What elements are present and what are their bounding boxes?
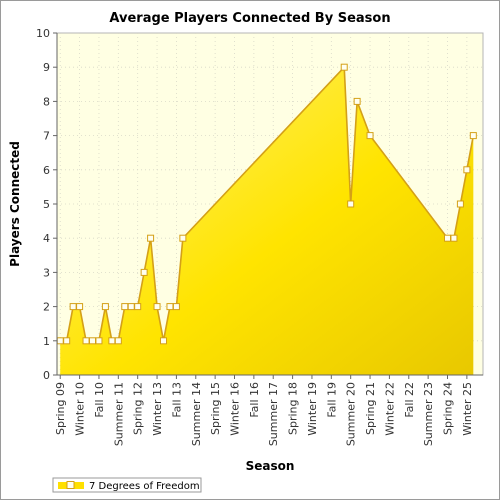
data-point bbox=[179, 234, 187, 242]
x-tick-label: Spring 15 bbox=[209, 382, 222, 435]
data-point bbox=[172, 303, 180, 311]
data-point bbox=[340, 63, 348, 71]
data-point bbox=[140, 268, 148, 276]
data-point bbox=[95, 337, 103, 345]
data-point bbox=[456, 200, 464, 208]
x-tick-label: Winter 10 bbox=[74, 382, 87, 436]
x-tick-label: Summer 11 bbox=[112, 382, 125, 446]
y-tick-label: 1 bbox=[43, 335, 50, 348]
x-tick-label: Spring 18 bbox=[287, 382, 300, 435]
y-tick-label: 5 bbox=[43, 198, 50, 211]
data-point bbox=[134, 303, 142, 311]
data-point bbox=[347, 200, 355, 208]
y-tick-label: 4 bbox=[43, 232, 50, 245]
legend-box bbox=[52, 477, 202, 493]
x-tick-label: Fall 16 bbox=[248, 382, 261, 418]
x-tick-label: Winter 25 bbox=[461, 382, 474, 436]
x-tick-label: Spring 12 bbox=[132, 382, 145, 435]
data-point bbox=[450, 234, 458, 242]
x-tick-label: Winter 13 bbox=[151, 382, 164, 436]
legend-marker bbox=[66, 481, 75, 489]
x-axis-ticks: Spring 09 Winter 10 Fall 10 Summer 11 Spring… bbox=[54, 375, 474, 446]
y-axis-label: Players Connected bbox=[8, 141, 22, 267]
y-tick-label: 0 bbox=[43, 369, 50, 382]
data-point bbox=[114, 337, 122, 345]
data-point bbox=[153, 303, 161, 311]
data-point bbox=[69, 303, 77, 311]
data-point bbox=[56, 337, 64, 345]
x-tick-label: Fall 13 bbox=[170, 382, 183, 418]
x-tick-label: Summer 20 bbox=[345, 382, 358, 446]
data-point bbox=[444, 234, 451, 242]
y-axis-ticks: 0 1 2 3 4 5 6 7 8 9 10 bbox=[36, 27, 57, 382]
chart-title: Average Players Connected By Season bbox=[109, 11, 390, 26]
data-point bbox=[463, 166, 471, 174]
x-tick-label: Spring 24 bbox=[442, 382, 455, 435]
data-point bbox=[89, 337, 96, 345]
y-tick-label: 6 bbox=[43, 164, 50, 177]
data-point bbox=[63, 337, 71, 345]
x-tick-label: Fall 22 bbox=[403, 382, 416, 418]
x-tick-label: Winter 22 bbox=[383, 382, 396, 436]
x-tick-label: Spring 21 bbox=[364, 382, 377, 435]
data-point bbox=[101, 303, 109, 311]
data-point bbox=[469, 132, 477, 140]
y-tick-label: 9 bbox=[43, 61, 50, 74]
y-tick-label: 10 bbox=[36, 27, 50, 40]
x-tick-label: Summer 17 bbox=[267, 382, 280, 446]
y-tick-label: 8 bbox=[43, 95, 50, 108]
x-tick-label: Winter 16 bbox=[229, 382, 242, 436]
legend: 7 Degrees of Freedom bbox=[52, 477, 202, 493]
area-fill bbox=[60, 67, 474, 375]
x-axis-label: Season bbox=[246, 459, 295, 473]
x-tick-label: Fall 10 bbox=[93, 382, 106, 418]
x-tick-label: Fall 19 bbox=[325, 382, 338, 418]
y-tick-label: 7 bbox=[43, 130, 50, 143]
x-tick-label: Spring 09 bbox=[54, 382, 67, 435]
data-point bbox=[127, 303, 135, 311]
x-tick-label: Winter 19 bbox=[306, 382, 319, 436]
data-markers bbox=[56, 63, 477, 345]
data-point bbox=[76, 303, 84, 311]
data-point bbox=[160, 337, 167, 345]
legend-label: 7 Degrees of Freedom bbox=[89, 481, 200, 492]
data-point bbox=[121, 303, 129, 311]
data-point bbox=[353, 97, 361, 105]
data-point bbox=[108, 337, 116, 345]
data-point bbox=[166, 303, 174, 311]
y-tick-label: 2 bbox=[43, 301, 50, 314]
data-point bbox=[147, 234, 155, 242]
y-tick-label: 3 bbox=[43, 266, 50, 279]
x-tick-label: Summer 14 bbox=[190, 382, 203, 446]
x-tick-label: Summer 23 bbox=[422, 382, 435, 446]
data-point bbox=[366, 132, 374, 140]
data-point bbox=[82, 337, 90, 345]
